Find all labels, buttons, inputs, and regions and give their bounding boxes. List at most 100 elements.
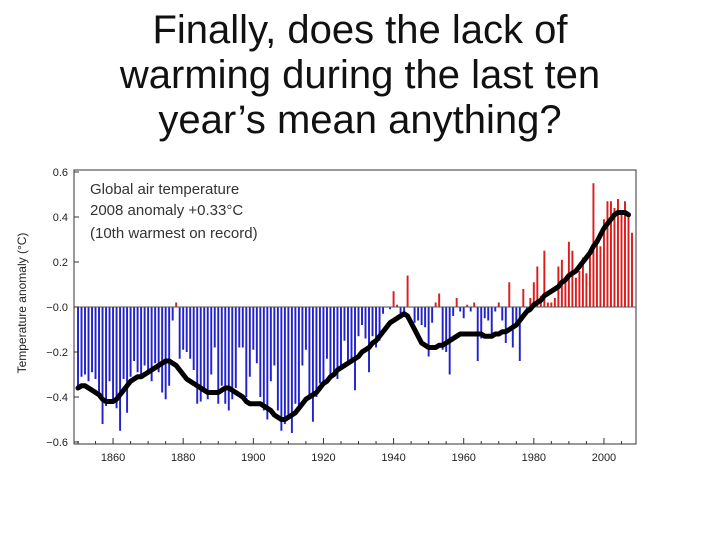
x-tick-label: 1860 [101,452,125,464]
bar-1932 [364,307,367,339]
bar-1983 [543,250,546,307]
bar-1906 [273,307,276,366]
bar-1857 [101,307,104,424]
bar-2000 [602,219,605,307]
bar-1992 [574,277,577,307]
bar-1923 [333,307,335,377]
bar-2002 [610,201,612,307]
title-line-2: warming during the last ten [119,53,601,97]
bar-1872 [154,307,157,364]
bar-1951 [431,307,434,323]
bar-1980 [532,282,535,307]
bar-1998 [595,241,598,307]
bar-1885 [199,307,202,402]
bar-1910 [287,307,290,418]
y-tick-label: 0.4 [53,212,68,224]
bar-1926 [343,307,346,341]
bar-1863 [122,307,125,379]
bar-1942 [399,307,402,314]
bar-1921 [325,307,328,359]
temperature-anomaly-chart: 0.6 0.4 0.2 −0.0 −0.2 −0.4 −0.6 1860 1880 1900 19… [15,167,637,464]
x-tick-label: 1940 [381,452,405,464]
bar-1889 [213,307,216,348]
bar-1884 [196,307,199,404]
y-tick-label: −0.4 [46,392,68,404]
bar-1905 [269,307,272,382]
bar-1993 [578,271,581,307]
x-axis: 1860 1880 1900 1920 1940 1960 1980 2000 [77,438,622,464]
x-tick-label: 1880 [171,452,195,464]
y-tick-label: 0.2 [53,257,68,269]
bar-1913 [297,307,300,406]
bar-2001 [606,201,609,307]
y-tick-label: −0.6 [46,437,68,449]
bar-1941 [396,304,399,307]
bar-1855 [94,307,97,379]
bar-1963 [473,302,476,307]
bar-1917 [311,307,314,422]
bar-1899 [248,307,251,377]
bar-1928 [350,307,353,364]
bar-1996 [588,250,591,307]
bar-1893 [227,307,230,411]
bar-1985 [550,302,553,307]
bar-1924 [336,307,339,379]
bar-1915 [304,307,307,350]
bar-1860 [112,307,115,400]
bar-1919 [318,307,321,384]
bar-1866 [133,307,136,361]
bar-1875 [164,307,167,400]
bar-1896 [238,307,241,348]
bar-1954 [441,307,444,350]
bar-1927 [347,307,349,364]
bar-1961 [466,304,469,307]
bar-1969 [494,307,497,312]
bar-1858 [105,307,108,406]
bar-1918 [315,307,318,397]
bar-1940 [392,291,395,307]
bar-1892 [224,307,227,404]
annotation-line-3: (10th warmest on record) [90,225,258,242]
bar-1946 [413,307,416,323]
bar-1881 [185,307,188,352]
bar-1853 [87,307,90,382]
bar-1925 [340,307,342,368]
bar-1898 [245,307,248,397]
smoothed-line [75,210,631,422]
bar-1900 [252,307,255,350]
annotation-line-2: 2008 anomaly +0.33°C [90,202,243,219]
bar-1912 [294,307,297,404]
bar-1994 [581,257,584,307]
bar-1991 [571,250,574,307]
bar-1947 [417,307,420,321]
bar-1967 [487,307,490,321]
bar-1957 [452,307,455,316]
bar-1879 [178,307,181,359]
bar-1877 [171,307,174,321]
x-tick-label: 1960 [451,452,475,464]
bar-1891 [220,307,223,386]
y-axis: 0.6 0.4 0.2 −0.0 −0.2 −0.4 −0.6 [46,167,79,449]
bar-1929 [354,307,356,391]
bar-1970 [497,302,500,307]
bar-1973 [508,282,511,307]
bar-1931 [361,307,363,325]
bar-1871 [150,307,153,382]
bar-1890 [217,307,220,404]
bar-2006 [624,201,626,307]
bar-1977 [522,289,525,307]
bar-1972 [504,307,507,343]
bar-1904 [266,307,269,420]
y-tick-label: 0.6 [53,167,68,179]
bar-1864 [126,307,129,413]
bar-1916 [308,307,311,395]
bar-1854 [91,307,93,373]
bar-1886 [203,307,206,388]
bar-1953 [438,293,441,307]
bar-1883 [192,307,195,370]
bar-1952 [434,302,437,307]
x-tick-label: 1980 [522,452,546,464]
bar-2007 [627,217,630,307]
title-line-3: year’s mean anything? [158,98,562,142]
bar-1882 [189,307,192,359]
